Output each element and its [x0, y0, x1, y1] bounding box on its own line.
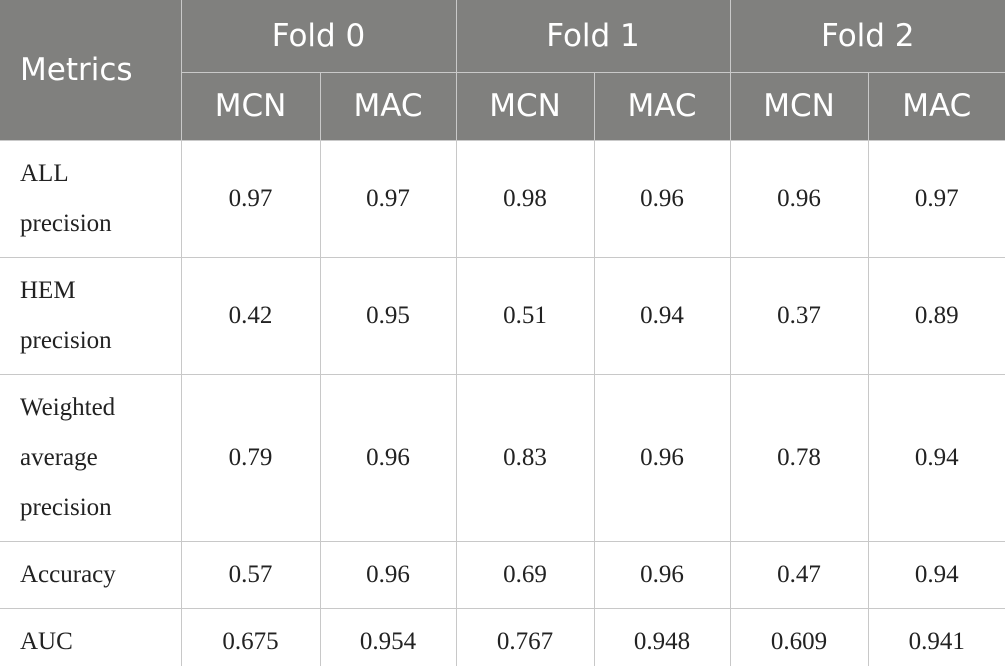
- cell: 0.83: [455, 373, 595, 542]
- cell: 0.97: [319, 139, 457, 258]
- cell: 0.94: [867, 540, 1005, 609]
- cell: 0.89: [867, 256, 1005, 375]
- cell: 0.79: [180, 373, 321, 542]
- cell: 0.767: [455, 607, 595, 666]
- sub-header: MAC: [593, 72, 731, 141]
- cell: 0.98: [455, 139, 595, 258]
- cell: 0.69: [455, 540, 595, 609]
- cell: 0.94: [593, 256, 731, 375]
- data-row: AUC 0.675 0.954 0.767 0.948 0.609 0.941: [0, 607, 1005, 666]
- data-row: ALL precision 0.97 0.97 0.98 0.96 0.96 0.97: [0, 139, 1005, 258]
- subheader-row: MCN MAC MCN MAC MCN MAC: [0, 72, 1005, 141]
- row-label: AUC: [0, 607, 182, 666]
- sub-header: MCN: [180, 72, 321, 141]
- header-row: Metrics Fold 0 Fold 1 Fold 2: [0, 0, 1005, 141]
- cell: 0.95: [319, 256, 457, 375]
- group-header: Fold 1: [455, 0, 731, 73]
- group-header: Fold 0: [180, 0, 457, 73]
- cell: 0.51: [455, 256, 595, 375]
- cell: 0.37: [729, 256, 869, 375]
- cell: 0.675: [180, 607, 321, 666]
- data-row: Weighted average precision 0.79 0.96 0.83 0.…: [0, 373, 1005, 542]
- cell: 0.97: [867, 139, 1005, 258]
- cell: 0.78: [729, 373, 869, 542]
- cell: 0.609: [729, 607, 869, 666]
- corner-header: Metrics: [0, 0, 182, 141]
- cell: 0.954: [319, 607, 457, 666]
- cell: 0.96: [593, 139, 731, 258]
- group-header: Fold 2: [729, 0, 1005, 73]
- cell: 0.96: [729, 139, 869, 258]
- cell: 0.96: [593, 373, 731, 542]
- sub-header: MCN: [455, 72, 595, 141]
- row-label: Accuracy: [0, 540, 182, 609]
- data-row: Accuracy 0.57 0.96 0.69 0.96 0.47 0.94: [0, 540, 1005, 609]
- row-label: Weighted average precision: [0, 373, 182, 542]
- row-label: ALL precision: [0, 139, 182, 258]
- cell: 0.96: [593, 540, 731, 609]
- cell: 0.96: [319, 373, 457, 542]
- cell: 0.47: [729, 540, 869, 609]
- cell: 0.96: [319, 540, 457, 609]
- sub-header: MAC: [319, 72, 457, 141]
- cell: 0.948: [593, 607, 731, 666]
- row-label: HEM precision: [0, 256, 182, 375]
- sub-header: MAC: [867, 72, 1005, 141]
- cell: 0.94: [867, 373, 1005, 542]
- table-body: ALL precision 0.97 0.97 0.98 0.96 0.96 0.97 HEM…: [0, 139, 1005, 666]
- cell: 0.57: [180, 540, 321, 609]
- sub-header: MCN: [729, 72, 869, 141]
- cell: 0.941: [867, 607, 1005, 666]
- data-row: HEM precision 0.42 0.95 0.51 0.94 0.37 0.89: [0, 256, 1005, 375]
- cell: 0.42: [180, 256, 321, 375]
- cell: 0.97: [180, 139, 321, 258]
